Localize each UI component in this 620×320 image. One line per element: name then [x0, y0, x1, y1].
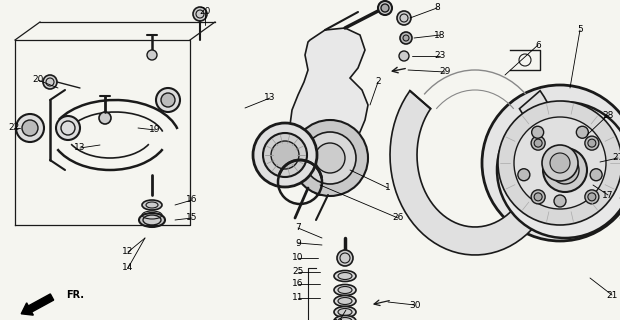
- Circle shape: [482, 85, 620, 241]
- Circle shape: [577, 126, 588, 138]
- Circle shape: [381, 4, 389, 12]
- Text: 17: 17: [602, 190, 614, 199]
- Circle shape: [400, 32, 412, 44]
- Circle shape: [253, 123, 317, 187]
- Circle shape: [161, 93, 175, 107]
- Polygon shape: [390, 91, 560, 255]
- Circle shape: [397, 11, 411, 25]
- Text: 23: 23: [435, 52, 446, 60]
- Ellipse shape: [338, 317, 352, 320]
- Circle shape: [497, 102, 620, 238]
- Circle shape: [534, 139, 542, 147]
- Circle shape: [403, 35, 409, 41]
- Ellipse shape: [338, 298, 352, 305]
- Circle shape: [543, 148, 587, 192]
- Text: 12: 12: [122, 247, 134, 257]
- Ellipse shape: [334, 316, 356, 320]
- Text: 26: 26: [392, 213, 404, 222]
- Text: 2: 2: [375, 77, 381, 86]
- Circle shape: [378, 1, 392, 15]
- Circle shape: [542, 145, 578, 181]
- Text: 25: 25: [292, 268, 304, 276]
- Circle shape: [498, 101, 620, 225]
- Text: 13: 13: [264, 93, 276, 102]
- Circle shape: [56, 116, 80, 140]
- Circle shape: [399, 51, 409, 61]
- Circle shape: [585, 136, 599, 150]
- Text: 10: 10: [292, 253, 304, 262]
- Text: 15: 15: [186, 213, 198, 222]
- Text: 16: 16: [186, 196, 198, 204]
- Circle shape: [292, 120, 368, 196]
- Text: 24: 24: [332, 318, 343, 320]
- Text: 14: 14: [122, 263, 134, 273]
- Circle shape: [156, 88, 180, 112]
- Text: 30: 30: [409, 300, 421, 309]
- Ellipse shape: [334, 270, 356, 282]
- Circle shape: [551, 156, 579, 184]
- Text: 16: 16: [292, 279, 304, 289]
- Text: 20: 20: [32, 76, 43, 84]
- Text: 1: 1: [385, 183, 391, 193]
- Circle shape: [550, 153, 570, 173]
- Ellipse shape: [338, 308, 352, 316]
- Ellipse shape: [142, 200, 162, 210]
- Circle shape: [147, 50, 157, 60]
- Circle shape: [99, 112, 111, 124]
- Circle shape: [534, 193, 542, 201]
- Polygon shape: [290, 28, 368, 195]
- Circle shape: [304, 132, 356, 184]
- Ellipse shape: [334, 295, 356, 307]
- Text: 7: 7: [295, 223, 301, 233]
- Text: 29: 29: [440, 68, 451, 76]
- Circle shape: [590, 169, 602, 181]
- Text: 21: 21: [606, 291, 618, 300]
- Circle shape: [513, 118, 617, 222]
- Circle shape: [514, 117, 606, 209]
- Text: 20: 20: [199, 7, 211, 17]
- Circle shape: [22, 120, 38, 136]
- Circle shape: [531, 190, 545, 204]
- Circle shape: [531, 136, 545, 150]
- Circle shape: [585, 190, 599, 204]
- Text: 11: 11: [292, 293, 304, 302]
- Text: 28: 28: [602, 110, 614, 119]
- Ellipse shape: [139, 213, 165, 227]
- Circle shape: [271, 141, 299, 169]
- Circle shape: [588, 139, 596, 147]
- Circle shape: [588, 193, 596, 201]
- Circle shape: [315, 143, 345, 173]
- Circle shape: [554, 195, 566, 207]
- Circle shape: [16, 114, 44, 142]
- Text: FR.: FR.: [66, 290, 84, 300]
- Ellipse shape: [338, 273, 352, 279]
- Text: 6: 6: [535, 41, 541, 50]
- Text: 8: 8: [434, 4, 440, 12]
- FancyArrow shape: [21, 294, 54, 315]
- Circle shape: [337, 250, 353, 266]
- Circle shape: [263, 133, 307, 177]
- Ellipse shape: [334, 284, 356, 295]
- Text: 19: 19: [149, 125, 161, 134]
- Ellipse shape: [334, 307, 356, 317]
- Text: 5: 5: [577, 26, 583, 35]
- Text: 9: 9: [295, 238, 301, 247]
- Text: 18: 18: [434, 30, 446, 39]
- Circle shape: [193, 7, 207, 21]
- Text: 13: 13: [74, 143, 86, 153]
- Ellipse shape: [338, 286, 352, 293]
- Circle shape: [43, 75, 57, 89]
- Circle shape: [518, 169, 530, 181]
- Circle shape: [532, 126, 544, 138]
- Text: 22: 22: [9, 124, 20, 132]
- Text: 27: 27: [613, 154, 620, 163]
